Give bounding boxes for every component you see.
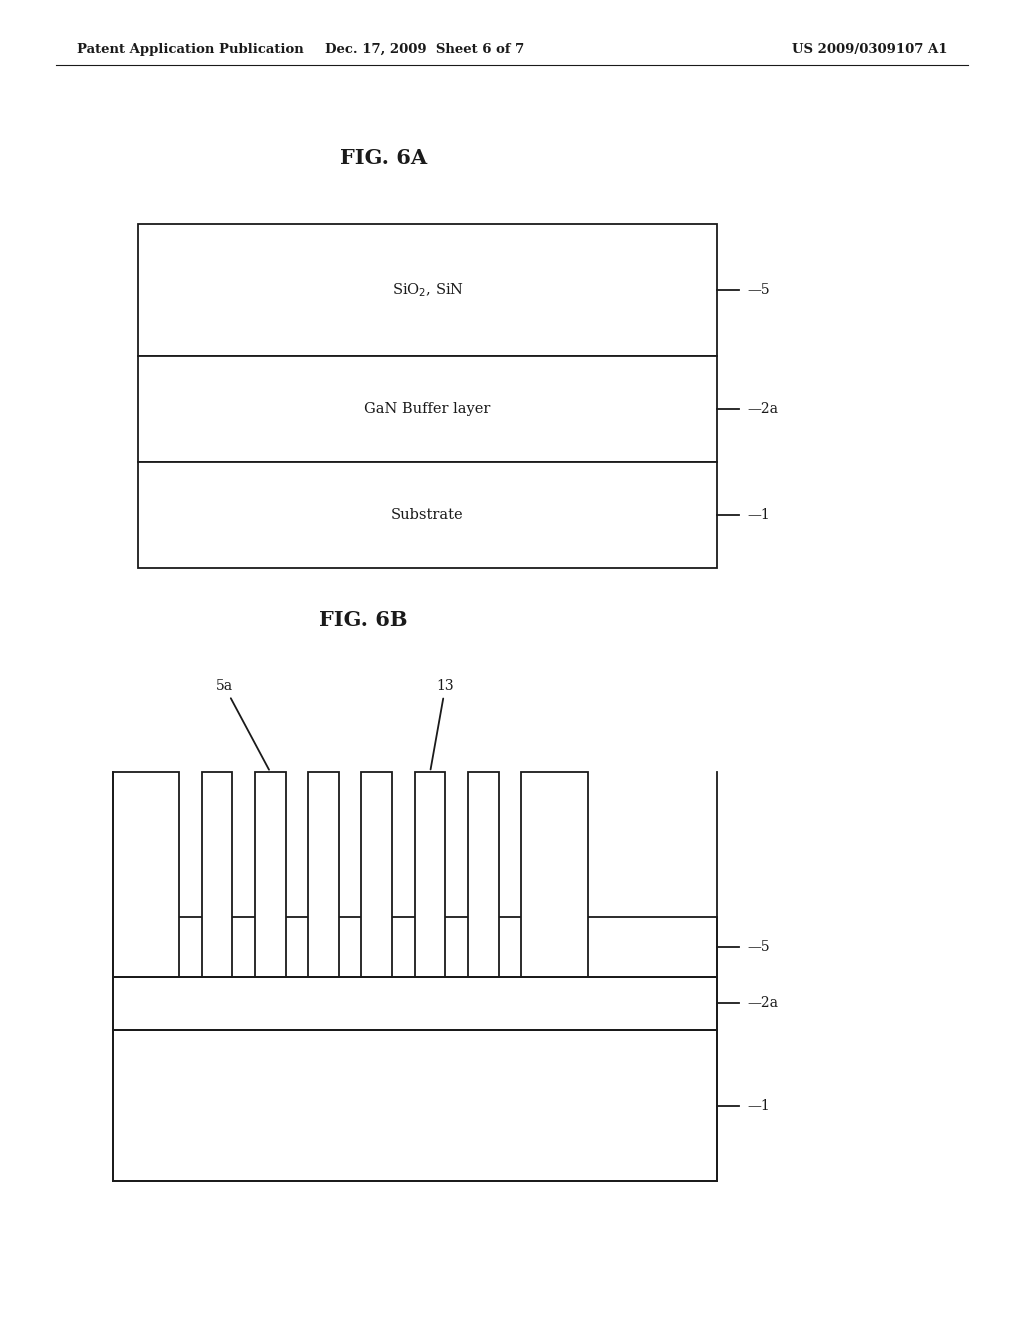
Text: —5: —5 xyxy=(748,284,770,297)
Bar xyxy=(202,772,232,977)
Bar xyxy=(468,772,499,977)
Text: —2a: —2a xyxy=(748,403,778,416)
Bar xyxy=(415,772,445,977)
Text: —1: —1 xyxy=(748,508,770,521)
Bar xyxy=(138,224,717,356)
Bar xyxy=(138,356,717,462)
Text: Patent Application Publication: Patent Application Publication xyxy=(77,44,303,55)
Bar xyxy=(113,1030,717,1181)
Bar xyxy=(113,917,717,977)
Text: Substrate: Substrate xyxy=(391,508,464,521)
Bar xyxy=(138,462,717,568)
Text: —2a: —2a xyxy=(748,997,778,1010)
Text: Dec. 17, 2009  Sheet 6 of 7: Dec. 17, 2009 Sheet 6 of 7 xyxy=(326,44,524,55)
Bar xyxy=(113,977,717,1030)
Text: 13: 13 xyxy=(430,678,455,770)
Bar xyxy=(113,917,717,977)
Text: FIG. 6B: FIG. 6B xyxy=(319,610,408,631)
Text: GaN Buffer layer: GaN Buffer layer xyxy=(365,403,490,416)
Bar xyxy=(308,772,339,977)
Text: US 2009/0309107 A1: US 2009/0309107 A1 xyxy=(792,44,947,55)
Text: 5a: 5a xyxy=(216,678,269,770)
Text: SiO$_2$, SiN: SiO$_2$, SiN xyxy=(391,281,464,300)
Bar xyxy=(255,772,286,977)
Bar xyxy=(521,772,588,977)
Bar xyxy=(113,772,179,977)
Bar xyxy=(361,772,392,977)
Text: —1: —1 xyxy=(748,1098,770,1113)
Text: FIG. 6A: FIG. 6A xyxy=(340,148,428,169)
Text: —5: —5 xyxy=(748,940,770,954)
